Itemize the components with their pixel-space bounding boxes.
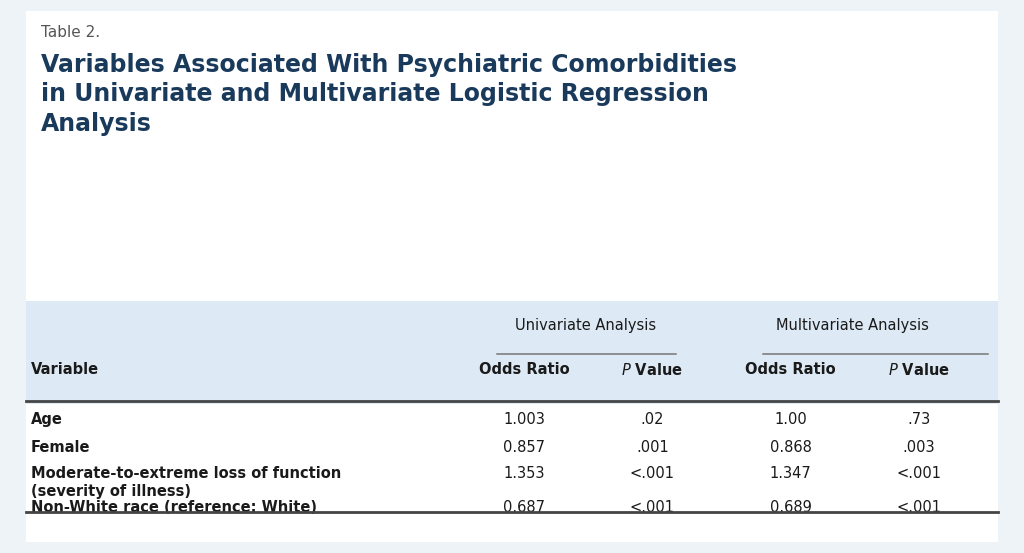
Text: Age: Age [31, 412, 62, 427]
Text: Univariate Analysis: Univariate Analysis [515, 318, 656, 333]
Text: .003: .003 [902, 440, 935, 455]
FancyBboxPatch shape [26, 11, 998, 542]
Text: Table 2.: Table 2. [41, 25, 100, 40]
Text: .001: .001 [636, 440, 669, 455]
Text: 0.868: 0.868 [770, 440, 811, 455]
Text: Variables Associated With Psychiatric Comorbidities
in Univariate and Multivaria: Variables Associated With Psychiatric Co… [41, 53, 737, 136]
FancyBboxPatch shape [26, 301, 998, 404]
Text: Odds Ratio: Odds Ratio [745, 362, 836, 377]
Text: Female: Female [31, 440, 90, 455]
Text: <.001: <.001 [630, 500, 675, 515]
Text: 1.003: 1.003 [504, 412, 545, 427]
Text: <.001: <.001 [896, 466, 941, 481]
Text: 0.687: 0.687 [503, 500, 546, 515]
Text: 1.353: 1.353 [504, 466, 545, 481]
Text: Moderate-to-extreme loss of function
(severity of illness): Moderate-to-extreme loss of function (se… [31, 466, 341, 499]
Text: Variable: Variable [31, 362, 99, 377]
Text: 1.347: 1.347 [770, 466, 811, 481]
Text: Odds Ratio: Odds Ratio [479, 362, 569, 377]
Text: 0.857: 0.857 [503, 440, 546, 455]
Text: 1.00: 1.00 [774, 412, 807, 427]
Text: .73: .73 [907, 412, 930, 427]
Text: .02: .02 [641, 412, 664, 427]
Text: <.001: <.001 [630, 466, 675, 481]
Text: Multivariate Analysis: Multivariate Analysis [775, 318, 929, 333]
Text: <.001: <.001 [896, 500, 941, 515]
Text: Non-White race (reference: White): Non-White race (reference: White) [31, 500, 316, 515]
Text: $\mathit{P}$ Value: $\mathit{P}$ Value [888, 362, 949, 378]
Text: 0.689: 0.689 [770, 500, 811, 515]
Text: $\mathit{P}$ Value: $\mathit{P}$ Value [622, 362, 683, 378]
